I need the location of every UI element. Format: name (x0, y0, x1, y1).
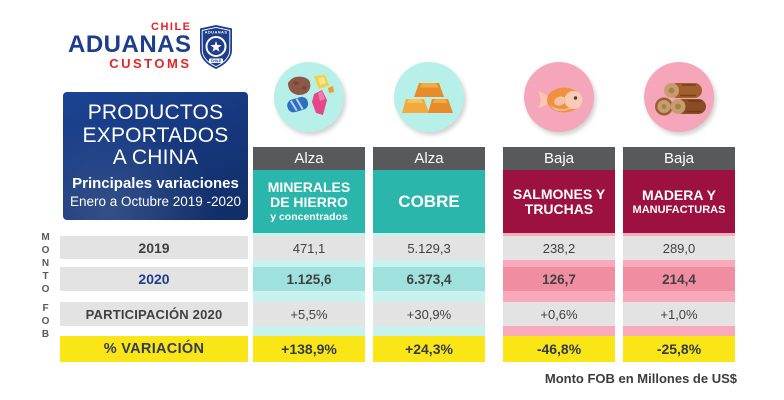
monto-fob-vertical-label: MONTO FOB (36, 232, 54, 342)
value-cell-participacion: +5,5% (253, 302, 365, 326)
value-cell-2019: 238,2 (503, 236, 615, 260)
value-cell-2020: 6.373,4 (373, 267, 485, 291)
value-cell-2019: 5.129,3 (373, 236, 485, 260)
value-cell-2019: 289,0 (623, 236, 735, 260)
logo-chile-label: CHILE (151, 21, 192, 33)
product-subname: y concentrados (270, 211, 348, 223)
column-body: 471,1 1.125,6 +5,5% +138,9% (253, 233, 365, 362)
row-header-2020: 2020 (60, 267, 248, 291)
title-subtitle: Principales variaciones (72, 174, 239, 192)
product-header: COBRE (373, 170, 485, 233)
value-cell-participacion: +30,9% (373, 302, 485, 326)
value-cell-2020: 126,7 (503, 267, 615, 291)
product-subname: MANUFACTURAS (632, 203, 726, 216)
column-body: 289,0 214,4 +1,0% -25,8% (623, 233, 735, 362)
product-header: SALMONES Y TRUCHAS (503, 170, 615, 233)
product-name: COBRE (398, 192, 460, 211)
salmon-fish-icon (524, 62, 594, 132)
value-cell-variacion: -46,8% (503, 336, 615, 362)
aduanas-badge-icon: ADUANAS CHILE (199, 25, 232, 69)
value-cell-2019: 471,1 (253, 236, 365, 260)
aduanas-logo-text: CHILE ADUANAS CUSTOMS (68, 22, 192, 71)
value-cell-variacion: +24,3% (373, 336, 485, 362)
value-cell-variacion: -25,8% (623, 336, 735, 362)
column-body: 238,2 126,7 +0,6% -46,8% (503, 233, 615, 362)
value-cell-2020: 1.125,6 (253, 267, 365, 291)
vertical-word-monto: MONTO (40, 232, 51, 297)
trend-badge: Baja (623, 147, 735, 170)
value-cell-participacion: +1,0% (623, 302, 735, 326)
vertical-word-fob: FOB (40, 303, 51, 342)
title-panel: PRODUCTOS EXPORTADOS A CHINA Principales… (63, 92, 248, 220)
svg-text:ADUANAS: ADUANAS (204, 30, 227, 35)
trend-badge: Baja (503, 147, 615, 170)
copper-ingots-icon (394, 62, 464, 132)
title-line-1: PRODUCTOS (87, 101, 224, 125)
value-cell-participacion: +0,6% (503, 302, 615, 326)
product-header: MINERALES DE HIERRO y concentrados (253, 170, 365, 233)
row-header-participacion-2020: PARTICIPACIÓN 2020 (60, 302, 248, 326)
title-period: Enero a Octubre 2019 -2020 (69, 193, 242, 209)
svg-text:CHILE: CHILE (210, 59, 221, 63)
aduanas-logo: CHILE ADUANAS CUSTOMS ADUANAS CHILE (68, 22, 233, 71)
product-header: MADERA Y MANUFACTURAS (623, 170, 735, 233)
units-footnote: Monto FOB en Millones de US$ (544, 371, 737, 386)
iron-minerals-icon (274, 62, 344, 132)
logo-aduanas-label: ADUANAS (68, 31, 192, 58)
column-cobre: Alza COBRE 5.129,3 6.373,4 +30,9% +24,3% (373, 147, 485, 362)
value-cell-variacion: +138,9% (253, 336, 365, 362)
product-name: MINERALES DE HIERRO (267, 179, 351, 210)
value-cell-2020: 214,4 (623, 267, 735, 291)
column-body: 5.129,3 6.373,4 +30,9% +24,3% (373, 233, 485, 362)
product-name: SALMONES Y TRUCHAS (512, 185, 606, 217)
column-salmones-y-truchas: Baja SALMONES Y TRUCHAS 238,2 126,7 +0,6… (503, 147, 615, 362)
wood-logs-icon (644, 62, 714, 132)
row-header-variacion: % VARIACIÓN (60, 336, 248, 362)
title-line-3: A CHINA (112, 146, 199, 170)
column-minerales-de-hierro: Alza MINERALES DE HIERRO y concentrados … (253, 147, 365, 362)
title-line-2: EXPORTADOS (82, 123, 229, 147)
product-name: MADERA Y (642, 186, 716, 203)
logo-customs-label: CUSTOMS (109, 56, 192, 71)
row-header-2019: 2019 (60, 236, 248, 259)
column-madera-y-manufacturas: Baja MADERA Y MANUFACTURAS 289,0 214,4 +… (623, 147, 735, 362)
trend-badge: Alza (373, 147, 485, 170)
trend-badge: Alza (253, 147, 365, 170)
